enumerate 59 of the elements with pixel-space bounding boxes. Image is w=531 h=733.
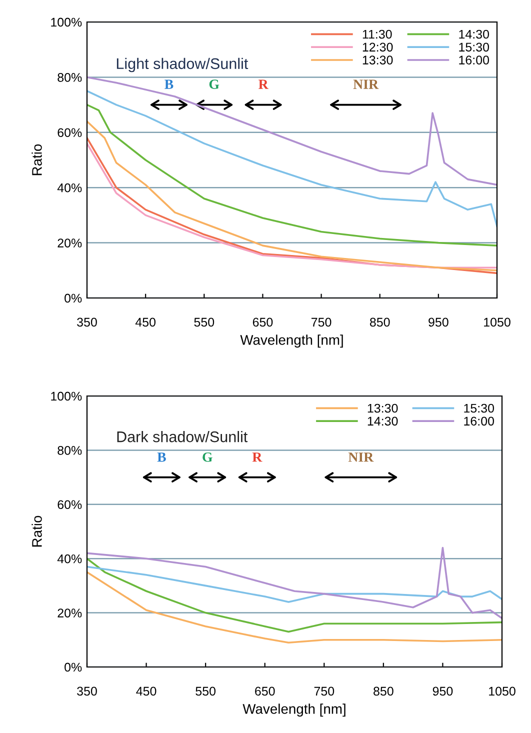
x-tick-label: 950 [432,686,453,696]
legend-label: 15:30 [459,42,490,52]
x-tick-label: 550 [194,318,214,327]
line-series [87,546,502,620]
y-tick-label: 20% [58,608,82,618]
legend-label: 16:00 [464,416,494,426]
annotation: B [157,452,166,462]
annotation: R [252,452,262,462]
x-tick-label: 450 [136,686,156,696]
y-tick-label: 100% [51,392,82,401]
legend-label: 16:00 [459,56,490,64]
text: Dark shadow/Sunlit [117,431,248,442]
legend-label: 12:30 [362,42,393,52]
x-tick-label: 850 [374,686,394,696]
x-tick-label: 850 [370,318,390,327]
y-tick-label: 40% [57,554,82,564]
y-axis-title: Ratio [32,144,42,176]
legend-label: 15:30 [464,404,494,413]
x-tick-label: 1050 [484,318,510,327]
y-tick-label: 60% [58,128,82,138]
x-tick-label: 750 [312,318,332,327]
text: Light shadow/Sunlit [116,58,248,72]
line-series [87,558,502,633]
x-tick-label: 750 [314,686,334,696]
x-tick-label: 550 [196,686,216,696]
annotation: G [209,80,220,89]
annotation: R [258,80,268,89]
x-tick-label: 650 [252,318,273,327]
x-tick-label: 350 [77,686,97,696]
y-tick-label: 100% [51,18,82,27]
x-tick-label: 350 [77,318,97,327]
legend-label: 11:30 [362,30,392,39]
line-series [87,90,497,228]
y-tick-label: 60% [58,500,82,510]
x-tick-label: 1050 [489,686,516,696]
x-tick-label: 450 [135,318,156,327]
y-tick-label: 40% [57,183,82,192]
annotation: NIR [353,80,379,89]
y-tick-label: 80% [58,446,82,455]
x-axis-title: Wavelength [nm] [240,334,343,348]
x-tick-label: 650 [255,686,275,696]
x-tick-label: 950 [428,318,448,327]
annotation: B [164,80,174,89]
legend-label: 14:30 [459,30,490,39]
legend-label: 13:30 [362,56,393,64]
line-series [87,566,502,603]
line-series [87,571,502,644]
legend-label: 14:30 [368,416,398,426]
y-tick-label: 80% [58,73,82,82]
y-tick-label: 0% [64,294,82,303]
line-series [87,76,497,186]
line-series [87,104,497,246]
y-tick-label: 0% [64,662,82,672]
legend-label: 13:30 [368,404,398,413]
annotation: NIR [348,452,374,462]
y-axis-title: Ratio [32,516,42,547]
annotation: G [202,452,212,462]
x-axis-title: Wavelength [nm] [242,704,346,717]
y-tick-label: 20% [58,238,82,248]
